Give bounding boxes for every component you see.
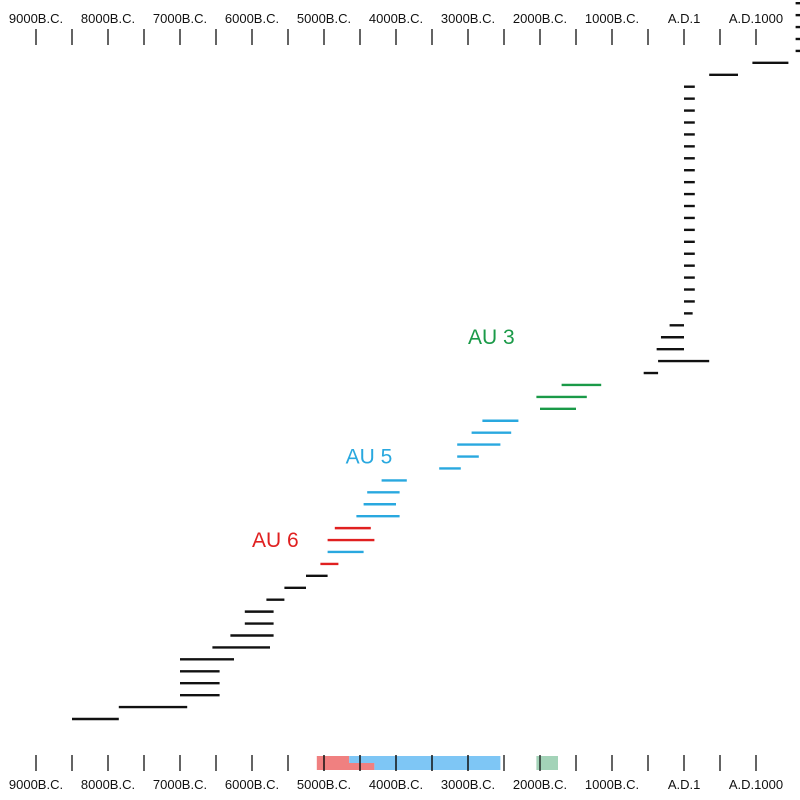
- axis-tick-label: 2000B.C.: [513, 777, 567, 792]
- group-label-au6: AU 6: [252, 529, 299, 552]
- axis-tick-label: 3000B.C.: [441, 777, 495, 792]
- axis-tick-label: A.D.1000: [729, 777, 783, 792]
- axis-tick-label: 5000B.C.: [297, 11, 351, 26]
- summary-segment-summary_au5: [374, 763, 501, 770]
- axis-tick-label: A.D.1: [668, 11, 701, 26]
- group-labels: AU 6 AU 5 AU 3: [252, 326, 515, 552]
- axis-tick-label: 7000B.C.: [153, 777, 207, 792]
- axis-tick-label: 1000B.C.: [585, 777, 639, 792]
- axis-tick-label: 8000B.C.: [81, 11, 135, 26]
- summary-segment-summary_au6: [316, 756, 350, 763]
- axis-tick-label: 9000B.C.: [9, 777, 63, 792]
- axis-tick-label: 1000B.C.: [585, 11, 639, 26]
- group-label-au3: AU 3: [468, 326, 515, 349]
- axis-tick-label: 9000B.C.: [9, 11, 63, 26]
- span-bars: [72, 2, 800, 721]
- axis-tick-label: A.D.1000: [729, 11, 783, 26]
- axis-tick-label: A.D.1: [668, 777, 701, 792]
- axis-tick-label: 4000B.C.: [369, 777, 423, 792]
- summary-segment-summary_au3: [536, 756, 558, 770]
- axis-tick-label: 5000B.C.: [297, 777, 351, 792]
- summary-segment-summary_au5: [349, 756, 501, 763]
- axis-tick-label: 4000B.C.: [369, 11, 423, 26]
- axis-tick-label: 8000B.C.: [81, 777, 135, 792]
- axis-tick-label: 7000B.C.: [153, 11, 207, 26]
- axis-tick-label: 2000B.C.: [513, 11, 567, 26]
- axis-tick-label: 6000B.C.: [225, 777, 279, 792]
- group-label-au5: AU 5: [346, 446, 393, 469]
- axis-tick-label: 6000B.C.: [225, 11, 279, 26]
- summary-bar: [316, 755, 558, 771]
- bottom-axis: 9000B.C. 8000B.C. 7000B.C. 6000B.C. 5000B.C.…: [9, 755, 783, 792]
- summary-segment-summary_au6: [316, 763, 375, 770]
- axis-tick-label: 3000B.C.: [441, 11, 495, 26]
- top-axis: 9000B.C. 8000B.C. 7000B.C. 6000B.C. 5000B.C.…: [9, 11, 783, 45]
